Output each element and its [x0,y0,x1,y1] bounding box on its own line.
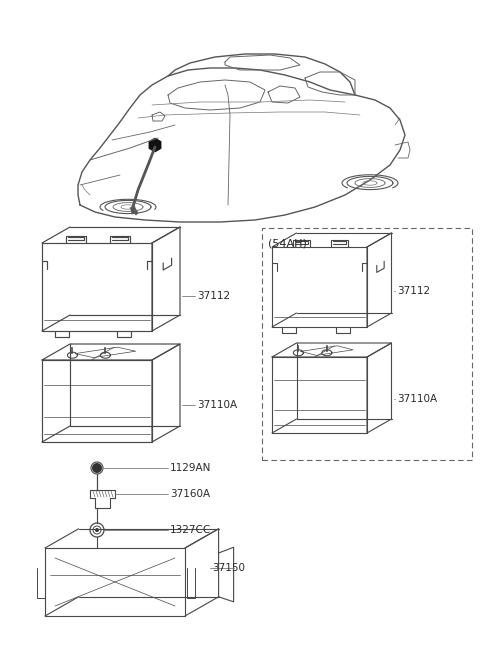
Text: 37110A: 37110A [397,394,437,403]
Polygon shape [149,138,161,152]
Text: 37160A: 37160A [170,489,210,499]
Text: 1129AN: 1129AN [170,463,211,473]
Text: (54AH): (54AH) [268,239,307,249]
Text: 37112: 37112 [197,291,230,301]
Circle shape [92,463,102,473]
Circle shape [95,528,99,532]
Text: 1327CC: 1327CC [170,525,211,535]
Polygon shape [130,206,138,215]
Text: 37110A: 37110A [197,400,237,410]
Bar [262,228,472,460]
Text: 37112: 37112 [397,286,430,296]
Text: 37150: 37150 [212,563,245,573]
